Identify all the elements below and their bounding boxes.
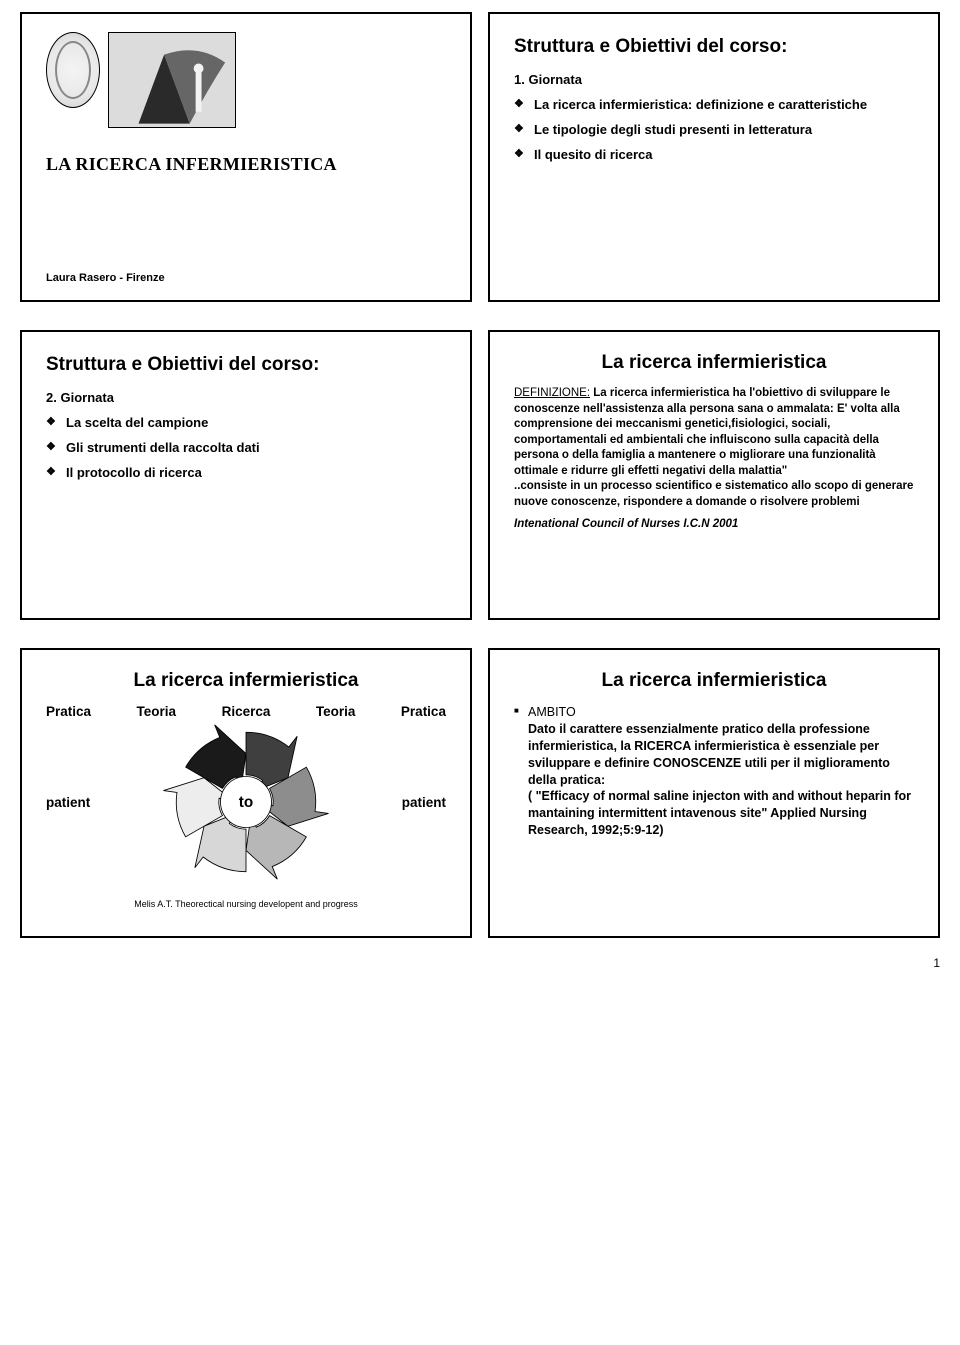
slide6-item: AMBITO Dato il carattere essenzialmente … bbox=[514, 704, 914, 839]
slide4-cite: Intenational Council of Nurses I.C.N 200… bbox=[514, 518, 914, 530]
slide2-item-0: La ricerca infermieristica: definizione … bbox=[534, 97, 914, 112]
slide1-title: LA RICERCA INFERMIERISTICA bbox=[46, 154, 446, 175]
slide5-footer: Melis A.T. Theorectical nursing develope… bbox=[46, 899, 446, 909]
university-seal-image bbox=[46, 32, 100, 108]
slide4-body2: ..consiste in un processo scientifico e … bbox=[514, 480, 913, 508]
page-number: 1 bbox=[933, 956, 940, 970]
slide2-daytext: Giornata bbox=[528, 72, 581, 87]
slide4-body1: La ricerca infermieristica ha l'obiettiv… bbox=[514, 387, 900, 477]
slide2-bullets: La ricerca infermieristica: definizione … bbox=[514, 97, 914, 162]
slide5-subright: patient bbox=[366, 795, 446, 810]
slide2-item-2: Il quesito di ricerca bbox=[534, 147, 914, 162]
slide3-item-2: Il protocollo di ricerca bbox=[66, 465, 446, 480]
slide-5: La ricerca infermieristica Pratica Teori… bbox=[20, 648, 472, 938]
slide6-title: La ricerca infermieristica bbox=[514, 670, 914, 692]
slide3-bullets: La scelta del campione Gli strumenti del… bbox=[46, 415, 446, 480]
slide3-item-1: Gli strumenti della raccolta dati bbox=[66, 440, 446, 455]
slide-row-3: La ricerca infermieristica Pratica Teori… bbox=[20, 648, 940, 938]
slide4-def-label: DEFINIZIONE: bbox=[514, 387, 590, 399]
slide3-daytext: Giornata bbox=[60, 390, 113, 405]
slide6-list: AMBITO Dato il carattere essenzialmente … bbox=[514, 704, 914, 839]
slide-row-1: LA RICERCA INFERMIERISTICA Laura Rasero … bbox=[20, 12, 940, 302]
slide6-body-0: Dato il carattere essenzialmente pratico… bbox=[528, 722, 890, 787]
slide2-title: Struttura e Obiettivi del corso: bbox=[514, 36, 914, 58]
slide3-title: Struttura e Obiettivi del corso: bbox=[46, 354, 446, 376]
slide3-item-0: La scelta del campione bbox=[66, 415, 446, 430]
slide-3: Struttura e Obiettivi del corso: 2. Gior… bbox=[20, 330, 472, 620]
slide5-subleft: patient bbox=[46, 795, 126, 810]
slide4-title: La ricerca infermieristica bbox=[514, 352, 914, 374]
slide-6: La ricerca infermieristica AMBITO Dato i… bbox=[488, 648, 940, 938]
slide-4: La ricerca infermieristica DEFINIZIONE: … bbox=[488, 330, 940, 620]
slide2-item-1: Le tipologie degli studi presenti in let… bbox=[534, 122, 914, 137]
decorative-photo bbox=[108, 32, 236, 128]
page: LA RICERCA INFERMIERISTICA Laura Rasero … bbox=[0, 0, 960, 968]
slide6-body-1: ( "Efficacy of normal saline injecton wi… bbox=[528, 789, 911, 837]
slide5-cycle: to bbox=[161, 717, 331, 887]
cycle-diagram: to bbox=[161, 717, 331, 887]
slide3-list: 2. Giornata bbox=[46, 390, 446, 405]
slide3-num: 2. bbox=[46, 390, 57, 405]
slide5-label-0: Pratica bbox=[46, 704, 91, 719]
slide2-num: 1. bbox=[514, 72, 525, 87]
slide-2: Struttura e Obiettivi del corso: 1. Gior… bbox=[488, 12, 940, 302]
slide1-image-row bbox=[46, 32, 446, 128]
slide4-body: DEFINIZIONE: La ricerca infermieristica … bbox=[514, 386, 914, 510]
slide5-label-4: Pratica bbox=[401, 704, 446, 719]
slide5-subrow: patient to patient bbox=[46, 717, 446, 887]
photo-illustration bbox=[109, 33, 235, 128]
slide5-title: La ricerca infermieristica bbox=[46, 670, 446, 692]
slide-row-2: Struttura e Obiettivi del corso: 2. Gior… bbox=[20, 330, 940, 620]
slide3-daylabel: 2. Giornata bbox=[46, 390, 446, 405]
slide2-list: 1. Giornata bbox=[514, 72, 914, 87]
slide1-footer: Laura Rasero - Firenze bbox=[46, 272, 165, 284]
slide2-daylabel: 1. Giornata bbox=[514, 72, 914, 87]
slide5-center-label: to bbox=[239, 794, 253, 811]
slide-1: LA RICERCA INFERMIERISTICA Laura Rasero … bbox=[20, 12, 472, 302]
slide6-heading: AMBITO bbox=[528, 705, 576, 719]
